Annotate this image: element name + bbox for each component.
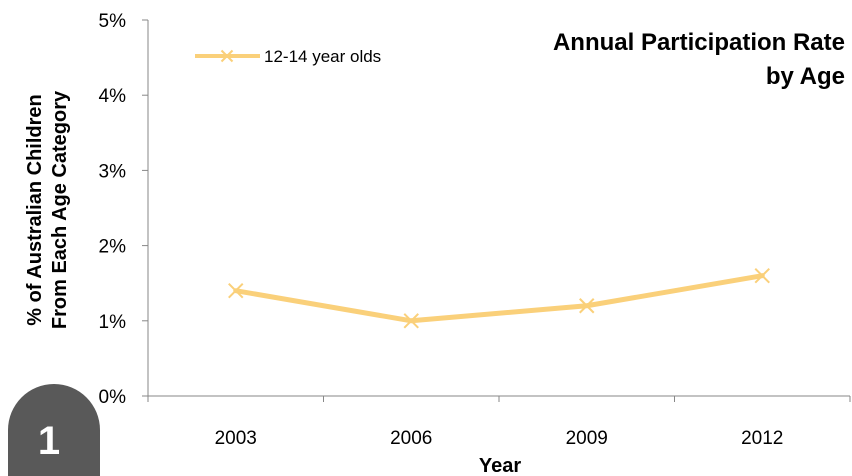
marker-stroke bbox=[403, 313, 419, 329]
marker-stroke bbox=[579, 298, 595, 314]
legend-label: 12-14 year olds bbox=[264, 47, 381, 66]
y-tick-label: 1% bbox=[99, 312, 127, 333]
marker-stroke bbox=[228, 283, 244, 299]
legend: 12-14 year olds bbox=[195, 47, 381, 66]
y-tick-label: 5% bbox=[99, 11, 127, 32]
y-tick-label: 2% bbox=[99, 237, 127, 258]
data-point-marker bbox=[228, 283, 244, 299]
y-axis-title-line-2: From Each Age Category bbox=[49, 90, 71, 329]
chart-title-line-2: by Age bbox=[766, 63, 845, 90]
y-tick-label: 4% bbox=[99, 86, 127, 107]
data-point-marker bbox=[754, 267, 770, 284]
badge-shape bbox=[8, 384, 100, 476]
data-point-marker bbox=[403, 313, 419, 329]
x-tick-label: 2009 bbox=[566, 428, 608, 449]
y-tick-label: 3% bbox=[99, 161, 127, 182]
x-tick-label: 2003 bbox=[215, 428, 257, 449]
legend-marker-x-icon bbox=[220, 49, 234, 63]
chart-title-line-1: Annual Participation Rate bbox=[553, 29, 845, 56]
x-axis-title: Year bbox=[479, 455, 521, 476]
y-tick-label: 0% bbox=[99, 387, 127, 408]
x-tick-label: 2012 bbox=[741, 428, 783, 449]
badge-number: 1 bbox=[38, 419, 60, 463]
y-axis-title-line-1: % of Australian Children bbox=[24, 94, 46, 326]
data-point-marker bbox=[579, 298, 595, 314]
plot-area: 0% 1% 2% 3% 4% 5% 2003 2006 2009 2012 bbox=[99, 11, 851, 449]
marker-stroke bbox=[754, 267, 770, 284]
x-tick-label: 2006 bbox=[390, 428, 432, 449]
series-line bbox=[233, 273, 765, 324]
badge: 1 bbox=[8, 384, 100, 476]
